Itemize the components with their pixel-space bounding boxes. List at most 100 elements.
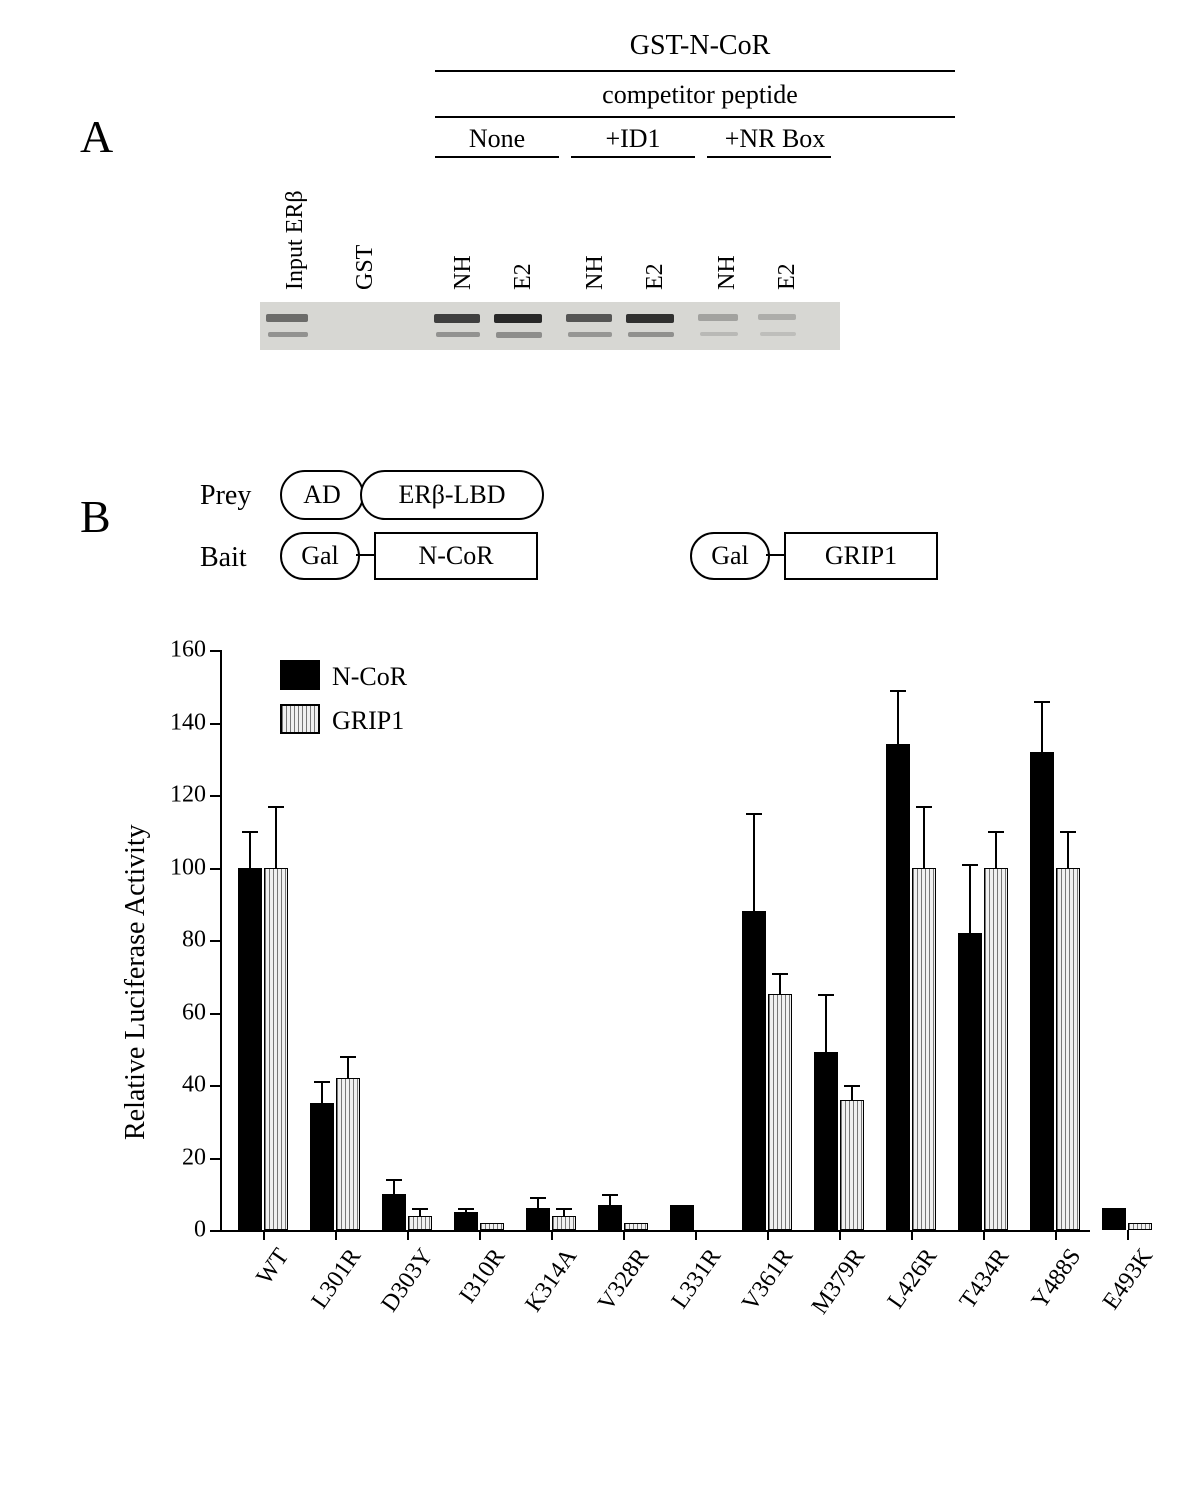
gel-rule-id1 bbox=[571, 156, 695, 158]
error-cap bbox=[340, 1056, 356, 1058]
bait-label: Bait bbox=[200, 542, 247, 574]
gel-lane-nr-nh: NH bbox=[714, 255, 741, 290]
y-axis-title: Relative Luciferase Activity bbox=[120, 824, 152, 1140]
gel-rule-nrbox bbox=[707, 156, 831, 158]
x-tick bbox=[551, 1230, 553, 1240]
bar-grip1 bbox=[624, 1223, 648, 1230]
error-bar bbox=[825, 994, 827, 1052]
x-label: E493K bbox=[1080, 1244, 1159, 1341]
bar-ncor bbox=[958, 933, 982, 1230]
x-tick bbox=[263, 1230, 265, 1240]
error-cap bbox=[412, 1208, 428, 1210]
x-label: T434R bbox=[936, 1244, 1015, 1341]
panel-b-label: B bbox=[80, 490, 111, 543]
error-cap bbox=[530, 1197, 546, 1199]
x-label: Y488S bbox=[1008, 1244, 1087, 1341]
x-axis bbox=[220, 1230, 1090, 1232]
error-bar bbox=[851, 1085, 853, 1100]
error-cap bbox=[602, 1194, 618, 1196]
x-label: I310R bbox=[432, 1244, 511, 1341]
error-bar bbox=[897, 690, 899, 744]
plot-area bbox=[220, 650, 1090, 1230]
gel-rule-none bbox=[435, 156, 559, 158]
error-cap bbox=[890, 690, 906, 692]
x-tick bbox=[1055, 1230, 1057, 1240]
bar-ncor bbox=[814, 1052, 838, 1230]
bar-grip1 bbox=[840, 1100, 864, 1231]
gel-header-competitor: competitor peptide bbox=[550, 80, 850, 110]
bar-grip1 bbox=[1128, 1223, 1152, 1230]
x-tick bbox=[695, 1230, 697, 1240]
y-tick bbox=[210, 940, 220, 942]
error-cap bbox=[1060, 831, 1076, 833]
gel-band bbox=[758, 314, 796, 320]
bait-gal-right: Gal bbox=[690, 532, 770, 580]
error-bar bbox=[923, 806, 925, 868]
error-cap bbox=[772, 973, 788, 975]
gel-band bbox=[496, 332, 542, 338]
error-cap bbox=[988, 831, 1004, 833]
bar-grip1 bbox=[336, 1078, 360, 1230]
gel-lane-none-nh: NH bbox=[450, 255, 477, 290]
linker-left bbox=[356, 554, 374, 556]
bar-ncor bbox=[526, 1208, 550, 1230]
error-bar bbox=[347, 1056, 349, 1078]
schematic: Prey AD ERβ-LBD Bait Gal N-CoR Gal GRIP1 bbox=[170, 470, 1070, 620]
bar-grip1 bbox=[768, 994, 792, 1230]
gel-band bbox=[760, 332, 796, 336]
gel-band bbox=[494, 314, 542, 323]
error-cap bbox=[556, 1208, 572, 1210]
prey-erblbd-bubble: ERβ-LBD bbox=[360, 470, 544, 520]
bait-gal-left: Gal bbox=[280, 532, 360, 580]
error-cap bbox=[818, 994, 834, 996]
y-tick-label: 40 bbox=[160, 1072, 206, 1099]
y-tick bbox=[210, 868, 220, 870]
x-label: V328R bbox=[576, 1244, 655, 1341]
bait-ncor-box: N-CoR bbox=[374, 532, 538, 580]
gel-band bbox=[568, 332, 612, 337]
bait-grip1-box: GRIP1 bbox=[784, 532, 938, 580]
x-label: K314A bbox=[504, 1244, 583, 1341]
bar-grip1 bbox=[1056, 868, 1080, 1231]
gel-group-none: None bbox=[442, 124, 552, 154]
bar-grip1 bbox=[984, 868, 1008, 1231]
bar-grip1 bbox=[552, 1216, 576, 1231]
bar-ncor bbox=[670, 1205, 694, 1230]
gel-band bbox=[628, 332, 674, 337]
x-label: WT bbox=[216, 1244, 295, 1341]
gel-rule-sub bbox=[435, 116, 955, 118]
error-cap bbox=[1034, 701, 1050, 703]
error-bar bbox=[753, 813, 755, 911]
y-tick-label: 160 bbox=[160, 637, 206, 664]
gel-panel: GST-N-CoR competitor peptide None +ID1 +… bbox=[260, 30, 960, 380]
x-tick bbox=[1127, 1230, 1129, 1240]
bar-ncor bbox=[310, 1103, 334, 1230]
bar-ncor bbox=[382, 1194, 406, 1230]
linker-right bbox=[766, 554, 784, 556]
error-cap bbox=[962, 864, 978, 866]
x-label: L301R bbox=[288, 1244, 367, 1341]
error-cap bbox=[242, 831, 258, 833]
gel-lane-none-e2: E2 bbox=[510, 263, 537, 290]
error-bar bbox=[779, 973, 781, 995]
y-tick-label: 80 bbox=[160, 927, 206, 954]
x-tick bbox=[983, 1230, 985, 1240]
gel-lane-id1-e2: E2 bbox=[642, 263, 669, 290]
error-bar bbox=[969, 864, 971, 933]
bar-ncor bbox=[886, 744, 910, 1230]
error-cap bbox=[386, 1179, 402, 1181]
x-tick bbox=[767, 1230, 769, 1240]
bar-chart: Relative Luciferase Activity N-CoR GRIP1… bbox=[120, 640, 1120, 1440]
bar-grip1 bbox=[480, 1223, 504, 1230]
gel-band bbox=[434, 314, 480, 323]
x-tick bbox=[335, 1230, 337, 1240]
error-bar bbox=[393, 1179, 395, 1194]
gel-lane-gst: GST bbox=[352, 245, 379, 290]
panel-a-label: A bbox=[80, 110, 113, 163]
x-tick bbox=[623, 1230, 625, 1240]
gel-band bbox=[700, 332, 738, 336]
x-tick bbox=[407, 1230, 409, 1240]
gel-band bbox=[266, 314, 308, 322]
bar-ncor bbox=[598, 1205, 622, 1230]
error-bar bbox=[321, 1081, 323, 1103]
